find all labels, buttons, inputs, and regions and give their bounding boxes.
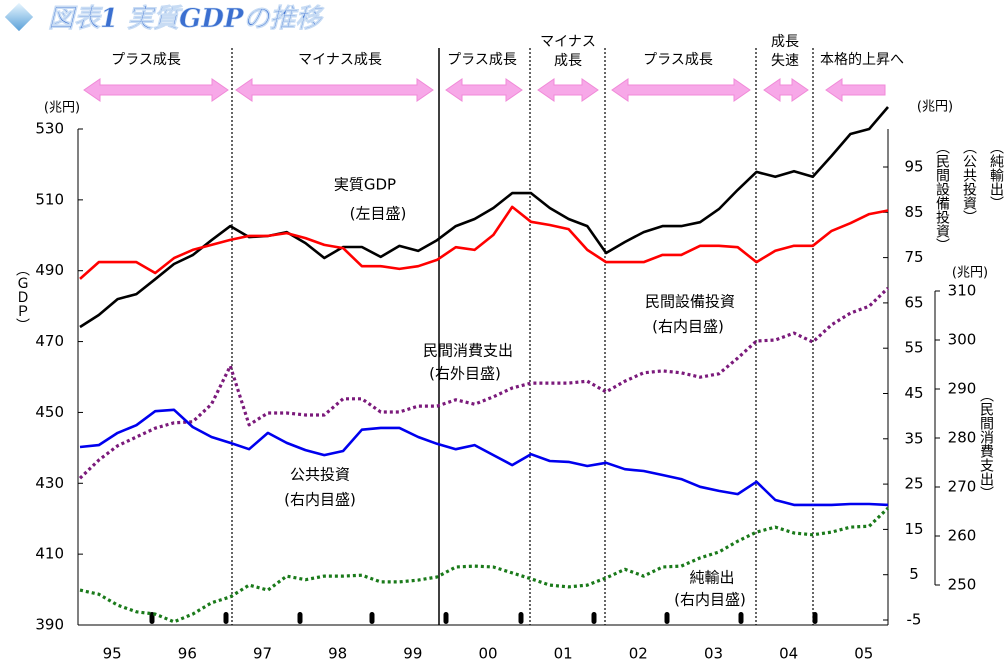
series-note: (右内目盛) [284,491,356,509]
y2-label: （民間設備投資） [934,140,950,252]
series-line [78,286,890,480]
tick-label: 65 [904,293,923,311]
x-tick-label: 04 [779,645,798,660]
y-unit: (兆円) [44,101,80,116]
x-tick-label: 96 [178,645,197,660]
tick-label: 280 [948,429,977,447]
phase-label: プラス成長 [447,52,517,68]
series-line [79,106,889,329]
series-line [79,205,889,280]
tick-label: 450 [35,403,64,421]
tick-label: 410 [35,545,64,563]
x-tick-label: 03 [704,645,723,660]
phase-label: マイナス [540,34,596,50]
x-tick-label: 95 [103,645,122,660]
tick-label: 85 [904,203,923,221]
phase-arrow [763,78,809,102]
tick-label: 250 [948,576,977,594]
tick-label: 510 [35,190,64,208]
period-marker [738,612,744,624]
period-marker [369,612,375,624]
series-label: 公共投資 [290,466,350,484]
tick-label: 260 [948,527,977,545]
series-line [79,506,890,624]
tick-label: 530 [35,120,64,138]
phase-arrow [445,78,523,102]
phase-arrow [825,78,886,102]
phase-label: 失速 [771,53,799,69]
tick-label: 430 [35,474,64,492]
tick-label: -5 [907,611,922,629]
y3-unit: (兆円) [952,266,988,281]
phase-arrow [537,78,599,102]
series-label: 民間設備投資 [645,293,735,311]
phase-label: プラス成長 [643,52,713,68]
tick-label: 55 [904,339,923,357]
phase-arrow [83,78,229,102]
phase-arrow [611,78,751,102]
tick-label: 15 [904,520,923,538]
series-note: (右外目盛) [429,365,501,383]
period-marker [664,612,670,624]
period-marker [297,612,303,624]
period-marker [591,612,597,624]
phase-label: マイナス成長 [298,52,382,68]
chart-title: 図表1 実質GDPの推移 [48,4,324,34]
period-marker [223,612,229,624]
x-tick-label: 00 [478,645,497,660]
tick-label: 490 [35,261,64,279]
phase-label: 本格的上昇へ [820,52,904,68]
tick-label: 390 [35,616,64,634]
series-label: 民間消費支出 [423,342,513,360]
tick-label: 300 [948,331,977,349]
tick-label: 5 [909,565,919,583]
x-tick-label: 02 [629,645,648,660]
series-note: (右内目盛) [674,591,746,609]
phase-label: プラス成長 [111,52,181,68]
x-tick-label: 98 [328,645,347,660]
title-icon [4,2,34,32]
phase-label: 成長 [771,34,799,50]
notes: 実質GDP (左目盛) 民間設備投資 (右内目盛) 民間消費支出 (右外目盛) … [284,176,746,609]
x-tick-label: 05 [854,645,873,660]
tick-label: 470 [35,332,64,350]
y2-unit: (兆円) [917,100,953,115]
x-tick-label: 01 [554,645,573,660]
y2-label: （公共投資） [961,140,977,224]
y3-label: （民間消費支出） [978,388,994,500]
tick-label: 75 [904,248,923,266]
phase-label: 成長 [554,53,582,69]
series-label: 純輸出 [689,569,734,587]
period-marker [518,612,524,624]
series-note: (左目盛) [350,205,407,223]
period-marker [812,612,818,624]
y-label: （ＧＤＰ） [14,262,30,332]
series-line [79,408,889,507]
tick-label: 35 [904,429,923,447]
tick-label: 95 [904,158,923,176]
x-tick-label: 99 [403,645,422,660]
tick-label: 310 [948,282,977,300]
phase-arrow [235,78,434,102]
tick-label: 270 [948,478,977,496]
series-label: 実質GDP [334,176,396,194]
period-marker [443,612,449,624]
tick-label: 25 [904,475,923,493]
series-note: (右内目盛) [652,318,724,336]
tick-label: 290 [948,380,977,398]
tick-label: 45 [904,384,923,402]
x-tick-label: 97 [253,645,272,660]
y2-label: （純輸出） [988,140,1004,210]
